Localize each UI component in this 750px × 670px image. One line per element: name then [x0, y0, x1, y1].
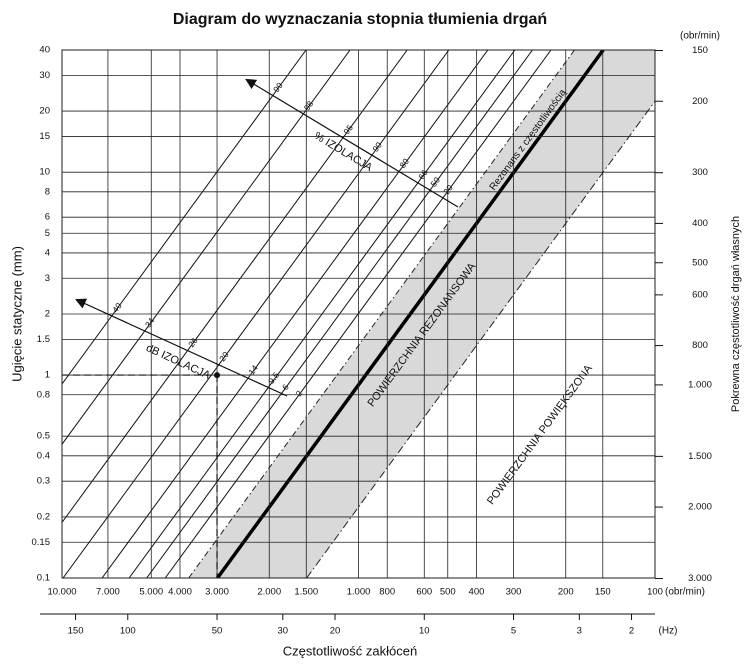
y2-tick-label: 1.000 — [688, 379, 712, 390]
x-tick-label: 100 — [647, 587, 663, 598]
x-tick-label: 4.000 — [168, 587, 192, 598]
y-tick-label: 0.15 — [32, 537, 51, 548]
y-tick-label: 5 — [45, 228, 50, 239]
x-axis-label: Częstotliwość zakłóceń — [283, 643, 417, 658]
x-tick-label: 500 — [440, 587, 456, 598]
scale-label: 2 — [293, 388, 304, 398]
y2-axis-label: Pokrewna częstotliwość drgań własnych — [730, 216, 742, 412]
y2-tick-label: 800 — [692, 340, 708, 351]
x2-tick-label: 150 — [68, 626, 84, 637]
x-tick-label: 200 — [558, 587, 574, 598]
y2-unit: (obr/min) — [680, 31, 720, 42]
y-tick-label: 4 — [45, 247, 50, 258]
x2-tick-label: 2 — [629, 626, 634, 637]
y2-tick-label: 500 — [692, 257, 708, 268]
y-tick-label: 1 — [45, 370, 50, 381]
y2-tick-label: 300 — [692, 167, 708, 178]
x2-tick-label: 30 — [278, 626, 289, 637]
y-tick-label: 0.4 — [37, 450, 50, 461]
y-tick-label: 1.5 — [37, 334, 50, 345]
y2-tick-label: 400 — [692, 218, 708, 229]
x2-tick-label: 10 — [419, 626, 430, 637]
y-tick-label: 0.1 — [37, 573, 50, 584]
y2-tick-label: 150 — [692, 45, 708, 56]
x-tick-label: 1.000 — [347, 587, 371, 598]
y-tick-label: 8 — [45, 186, 50, 197]
y-tick-label: 6 — [45, 212, 50, 223]
scale-arrow — [245, 78, 459, 208]
y2-tick-label: 1.500 — [688, 451, 712, 462]
x2-tick-label: 3 — [577, 626, 582, 637]
y-tick-label: 0.3 — [37, 476, 50, 487]
scale-title: dB IZOLACJA — [144, 342, 212, 382]
x2-tick-label: 5 — [511, 626, 516, 637]
y-axis-label: Ugięcie statyczne (mm) — [9, 246, 24, 382]
y-tick-label: 30 — [39, 70, 50, 81]
y-tick-label: 40 — [39, 45, 50, 56]
x-tick-label: 300 — [506, 587, 522, 598]
x-tick-label: 400 — [469, 587, 485, 598]
y-tick-label: 0.8 — [37, 389, 50, 400]
y-tick-label: 15 — [39, 131, 50, 142]
chart-title: Diagram do wyznaczania stopnia tłumienia… — [173, 11, 547, 28]
y2-tick-label: 200 — [692, 96, 708, 107]
annotation: POWIERZCHNIA POWIĘKSZONA — [485, 362, 595, 507]
x-tick-label: 5.000 — [139, 587, 163, 598]
x-tick-label: 800 — [379, 587, 395, 598]
x2-tick-label: 50 — [212, 626, 223, 637]
y-tick-label: 2 — [45, 309, 50, 320]
y2-tick-label: 3.000 — [688, 573, 712, 584]
y-tick-label: 0.2 — [37, 511, 50, 522]
x-tick-label: 3.000 — [205, 587, 229, 598]
x-tick-label: 2.000 — [257, 587, 281, 598]
y-tick-label: 10 — [39, 167, 50, 178]
x-tick-label: 600 — [416, 587, 432, 598]
x-tick-label: 1.500 — [294, 587, 318, 598]
x2-tick-label: 100 — [120, 626, 136, 637]
y-tick-label: 0.5 — [37, 431, 50, 442]
x-tick-label: 150 — [595, 587, 611, 598]
scale-arrow — [75, 298, 288, 397]
x2-unit: (Hz) — [659, 626, 678, 637]
x-tick-label: 10.000 — [47, 587, 76, 598]
y2-tick-label: 600 — [692, 289, 708, 300]
x2-tick-label: 20 — [330, 626, 341, 637]
example-point — [214, 372, 221, 379]
x-unit: (obr/min) — [665, 587, 705, 598]
y2-tick-label: 2.000 — [688, 502, 712, 513]
y-tick-label: 20 — [39, 106, 50, 117]
scale-label: 6 — [280, 382, 291, 392]
y-tick-label: 3 — [45, 273, 50, 284]
x-tick-label: 7.000 — [96, 587, 120, 598]
